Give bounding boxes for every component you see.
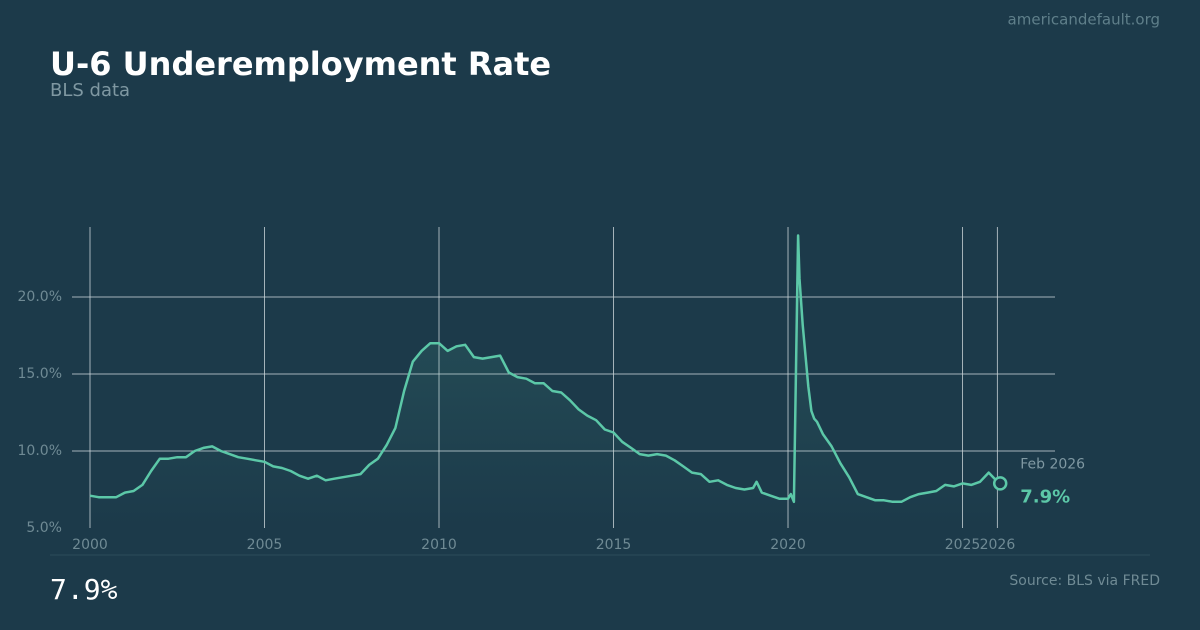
x-tick-label: 2005 [247, 537, 283, 553]
x-tick-label: 2025 [945, 537, 981, 553]
chart-subtitle: BLS data [50, 80, 130, 101]
last-point [992, 476, 1008, 491]
site: americandefault.org [1008, 11, 1160, 29]
y-tick-label: 10.0% [18, 443, 62, 459]
line [89, 234, 1002, 504]
x-tick-label: 2026 [980, 537, 1016, 553]
x-tick-label: 2020 [770, 537, 806, 553]
x-tick-label: 2010 [421, 537, 457, 553]
annotation-date: Feb 2026 [1020, 456, 1085, 472]
x-tick-label: 2015 [596, 537, 632, 553]
x-tick-label: 2000 [72, 537, 108, 553]
y-tick-label: 15.0% [18, 366, 62, 382]
chart-title: U-6 Underemployment Rate [50, 45, 551, 83]
y-tick-label: 20.0% [18, 289, 62, 305]
headline: 7.9% [50, 573, 118, 606]
source: Source: BLS via FRED [1009, 573, 1160, 589]
y-tick-label: 5.0% [26, 520, 62, 536]
annotation-value: 7.9% [1020, 486, 1070, 507]
